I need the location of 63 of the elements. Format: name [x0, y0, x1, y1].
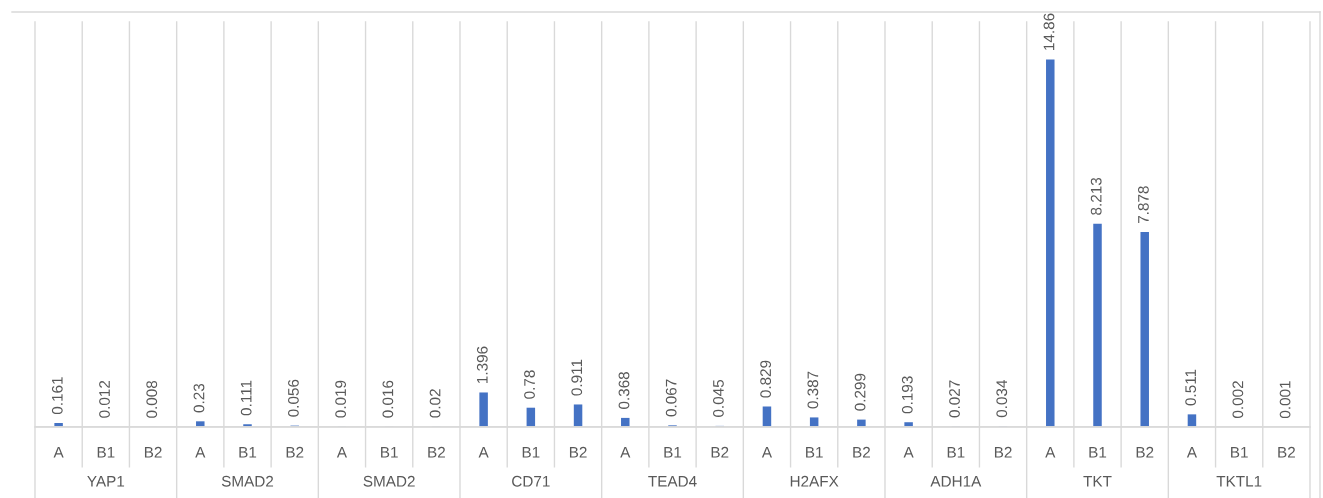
text: SMAD2: [221, 475, 274, 487]
text: CD71: [512, 475, 550, 487]
data-label: 0.23: [193, 383, 205, 413]
data-label: 0.016: [382, 380, 394, 418]
data-label: 0.02: [429, 389, 441, 418]
x-tick-label: A: [620, 447, 631, 458]
x-tick-label: B2: [711, 446, 729, 458]
x-tick-label: A: [53, 447, 64, 458]
x-tick-label: B2: [853, 446, 870, 458]
x-tick-label: B2: [286, 446, 304, 458]
x-tick-label: B1: [664, 447, 682, 458]
data-label: 0.161: [51, 377, 63, 415]
x-tick-label: B2: [1278, 446, 1295, 458]
x-tick-label: B1: [1089, 447, 1107, 458]
data-label: 0.056: [288, 379, 299, 417]
text: SMAD2: [363, 475, 415, 487]
x-tick-label: B1: [97, 447, 115, 458]
data-label: 8.213: [1090, 177, 1102, 215]
x-tick-label: A: [1186, 447, 1198, 458]
data-label: 14.86: [1043, 13, 1055, 50]
x-tick-label: B1: [381, 447, 398, 458]
text: H2AFX: [790, 475, 839, 487]
x-tick-label: B1: [522, 447, 540, 458]
data-label: 0.008: [146, 380, 158, 418]
data-label: 0.193: [901, 376, 913, 414]
data-label: 0.045: [713, 379, 724, 417]
data-label: 0.78: [524, 370, 535, 399]
x-tick-label: A: [761, 447, 773, 458]
x-tick-label: A: [195, 447, 206, 458]
data-label: 0.067: [665, 379, 677, 417]
x-tick-label: B2: [144, 446, 162, 458]
data-label: 0.911: [571, 359, 583, 396]
text: TEAD4: [648, 476, 697, 487]
data-label: 0.299: [854, 373, 866, 411]
x-tick-label: B2: [1136, 446, 1154, 458]
x-tick-label: A: [1045, 447, 1056, 458]
data-label: 0.034: [996, 380, 1008, 418]
x-tick-label: B1: [947, 447, 965, 458]
data-label: 0.002: [1232, 381, 1244, 419]
data-label: 0.368: [618, 372, 630, 409]
x-tick-label: A: [478, 447, 489, 458]
data-label: 0.012: [99, 380, 110, 418]
data-label: 1.396: [476, 346, 488, 383]
text: YAP1: [87, 476, 125, 487]
data-label: 7.878: [1138, 186, 1149, 224]
x-tick-label: B1: [806, 447, 823, 458]
data-label: 0.511: [1185, 369, 1197, 406]
data-label: 0.111: [240, 380, 252, 416]
text: TKT: [1083, 476, 1112, 487]
x-tick-label: B1: [239, 447, 257, 458]
x-tick-label: B1: [1231, 447, 1248, 458]
x-tick-label: B2: [569, 446, 587, 458]
x-tick-label: B2: [994, 446, 1012, 458]
x-tick-label: A: [903, 447, 914, 458]
x-tick-label: B2: [428, 446, 445, 458]
data-label: 0.001: [1279, 381, 1291, 419]
text: ADH1A: [930, 476, 982, 487]
text: TKTL1: [1216, 476, 1262, 487]
data-label: 0.027: [949, 380, 960, 418]
data-label: 0.019: [335, 380, 347, 418]
data-label: 0.387: [807, 371, 819, 409]
data-label: 0.829: [760, 360, 772, 398]
x-tick-label: A: [336, 447, 348, 458]
